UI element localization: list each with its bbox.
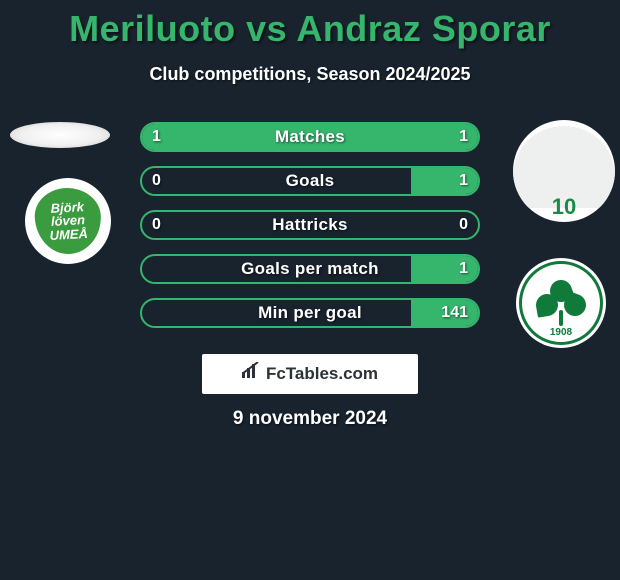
player-right-number: 10 — [513, 194, 615, 220]
comparison-card: Meriluoto vs Andraz Sporar Club competit… — [0, 0, 620, 580]
stat-label: Hattricks — [142, 212, 478, 238]
stat-label: Goals — [142, 168, 478, 194]
stats-area: 11Matches 01Goals 00Hattricks 1Goals per ma… — [140, 122, 480, 342]
watermark-text: FcTables.com — [266, 364, 378, 383]
stat-row: 141Min per goal — [140, 298, 480, 328]
club-right-crest-ring: 1908 — [519, 261, 603, 345]
club-right-crest: 1908 — [516, 258, 606, 348]
stat-row: 01Goals — [140, 166, 480, 196]
club-left-crest: Björk löven UMEÅ — [25, 178, 111, 264]
stat-label: Min per goal — [142, 300, 478, 326]
player-right-avatar: 10 — [513, 120, 615, 222]
watermark: FcTables.com — [202, 354, 418, 394]
stat-row: 11Matches — [140, 122, 480, 152]
subtitle: Club competitions, Season 2024/2025 — [0, 64, 620, 85]
date-label: 9 november 2024 — [0, 408, 620, 430]
bars-icon — [242, 353, 262, 393]
stat-row: 1Goals per match — [140, 254, 480, 284]
page-title: Meriluoto vs Andraz Sporar — [0, 0, 620, 50]
stat-label: Matches — [142, 124, 478, 150]
stat-row: 00Hattricks — [140, 210, 480, 240]
club-right-year: 1908 — [522, 327, 600, 338]
stat-label: Goals per match — [142, 256, 478, 282]
club-left-crest-text: Björk löven UMEÅ — [33, 186, 102, 255]
shamrock-icon — [538, 280, 584, 326]
player-left-avatar — [10, 122, 110, 148]
